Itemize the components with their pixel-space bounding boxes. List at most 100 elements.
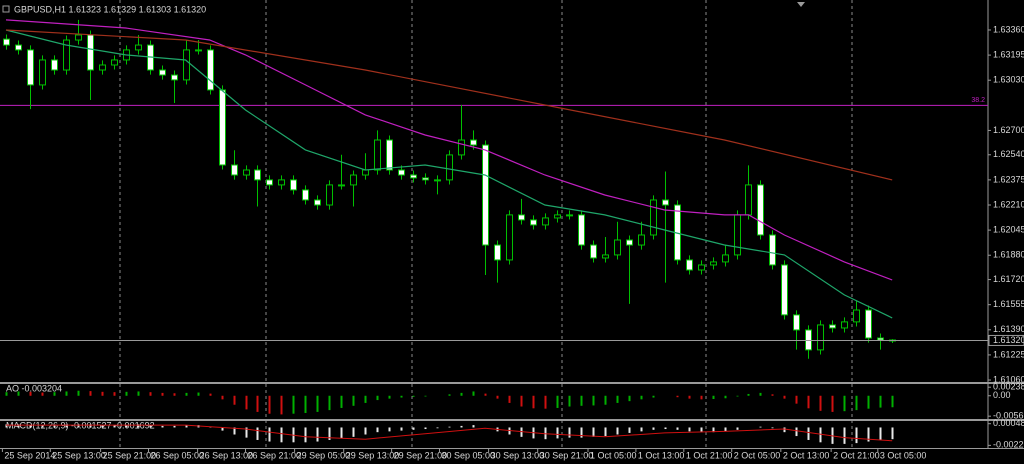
- x-tick-label: 30 Sep 05:00: [442, 450, 496, 460]
- candle-body: [278, 179, 285, 186]
- candle-body: [530, 219, 537, 226]
- y-tick-label: 1.61060: [993, 374, 1024, 384]
- candle-body: [757, 184, 764, 236]
- candle-body: [51, 59, 58, 71]
- x-tick-label: 26 Sep 21:00: [248, 450, 302, 460]
- candle-body: [231, 164, 238, 176]
- candle-body: [781, 264, 788, 316]
- candle-body: [39, 59, 46, 86]
- candle-body: [506, 214, 513, 261]
- candle-body: [207, 49, 214, 91]
- x-tick-label: 30 Sep 21:00: [540, 450, 594, 460]
- candle-body: [171, 74, 178, 81]
- candle-body: [63, 39, 70, 71]
- x-tick-label: 30 Sep 13:00: [491, 450, 545, 460]
- x-tick-label: 26 Sep 13:00: [200, 450, 254, 460]
- y-tick-label: 1.62540: [993, 149, 1024, 159]
- candle-body: [446, 154, 453, 181]
- candle-body: [841, 321, 848, 329]
- candle-body: [662, 199, 669, 206]
- candle-body: [27, 49, 34, 86]
- x-tick-label: 1 Oct 21:00: [686, 450, 733, 460]
- y-tick-label: 1.63195: [993, 49, 1024, 59]
- x-tick-label: 29 Sep 21:00: [394, 450, 448, 460]
- x-tick-label: 2 Oct 13:00: [783, 450, 830, 460]
- pane-divider: [0, 419, 1024, 421]
- y-tick-label: 1.61555: [993, 299, 1024, 309]
- candle-body: [650, 199, 657, 236]
- y-tick-label: 1.61390: [993, 324, 1024, 334]
- candle-body: [314, 199, 321, 206]
- y-tick-label: 0.00: [993, 390, 1011, 400]
- candle-body: [159, 69, 166, 76]
- candle-body: [590, 244, 597, 259]
- y-tick-label: -0.005693: [993, 411, 1024, 421]
- candle-body: [326, 184, 333, 206]
- candle-body: [266, 179, 273, 186]
- candle-body: [734, 214, 741, 256]
- candle-body: [686, 259, 693, 271]
- candle-body: [494, 244, 501, 261]
- last-price-box: [988, 334, 1024, 346]
- x-tick-label: 3 Oct 05:00: [880, 450, 927, 460]
- candle-body: [398, 169, 405, 176]
- candle-body: [793, 314, 800, 331]
- candle-body: [698, 264, 705, 271]
- candle-body: [865, 309, 872, 339]
- candle-body: [254, 169, 261, 181]
- candle-body: [710, 261, 717, 266]
- signal-line: [6, 424, 893, 442]
- candle-body: [183, 49, 190, 81]
- x-tick-label: 26 Sep 05:00: [150, 450, 204, 460]
- candle-body: [638, 234, 645, 246]
- day-separators: [119, 0, 853, 448]
- candle-body: [470, 139, 477, 146]
- candle-body: [542, 217, 549, 226]
- candle-body: [3, 38, 10, 46]
- candle-body: [817, 324, 824, 351]
- candle-body: [877, 337, 884, 341]
- candle-body: [350, 174, 357, 186]
- y-tick-label: 1.62045: [993, 224, 1024, 234]
- candle-body: [722, 254, 729, 263]
- candle-body: [434, 179, 441, 182]
- x-tick-label: 2 Oct 05:00: [734, 450, 781, 460]
- candle-body: [362, 169, 369, 176]
- candle-body: [410, 174, 417, 179]
- candle-body: [135, 44, 142, 51]
- candle-body: [458, 139, 465, 156]
- candle-body: [578, 214, 585, 246]
- last-price-label: 1.61320: [993, 335, 1024, 345]
- y-tick-label: 1.62700: [993, 125, 1024, 135]
- y-tick-label: 1.62375: [993, 174, 1024, 184]
- x-tick-label: 1 Oct 05:00: [590, 450, 637, 460]
- candle-body: [482, 144, 489, 246]
- y-tick-label: 0.000482: [993, 418, 1024, 428]
- x-tick-label: 29 Sep 13:00: [346, 450, 400, 460]
- candle-body: [195, 49, 202, 52]
- y-tick-label: 1.63360: [993, 24, 1024, 34]
- x-tick-label: 25 Sep 2014: [4, 450, 55, 460]
- y-tick-label: -0.00229: [993, 440, 1024, 450]
- candle-body: [302, 189, 309, 201]
- candle-body: [374, 139, 381, 171]
- x-tick-label: 2 Oct 21:00: [833, 450, 880, 460]
- candle-body: [769, 234, 776, 266]
- candle-body: [554, 214, 561, 219]
- x-tick-label: 25 Sep 13:00: [52, 450, 106, 460]
- y-tick-label: 1.63030: [993, 75, 1024, 85]
- candle-body: [87, 34, 94, 71]
- candle-body: [75, 34, 82, 41]
- candle-body: [829, 324, 836, 329]
- x-tick-label: 29 Sep 05:00: [297, 450, 351, 460]
- candle-body: [805, 329, 812, 351]
- y-tick-label: 1.61720: [993, 274, 1024, 284]
- moving-average: [5, 29, 893, 319]
- y-tick-label: 1.61880: [993, 250, 1024, 260]
- shift-marker: [797, 2, 805, 7]
- candle-body: [422, 177, 429, 181]
- candle-body: [518, 214, 525, 221]
